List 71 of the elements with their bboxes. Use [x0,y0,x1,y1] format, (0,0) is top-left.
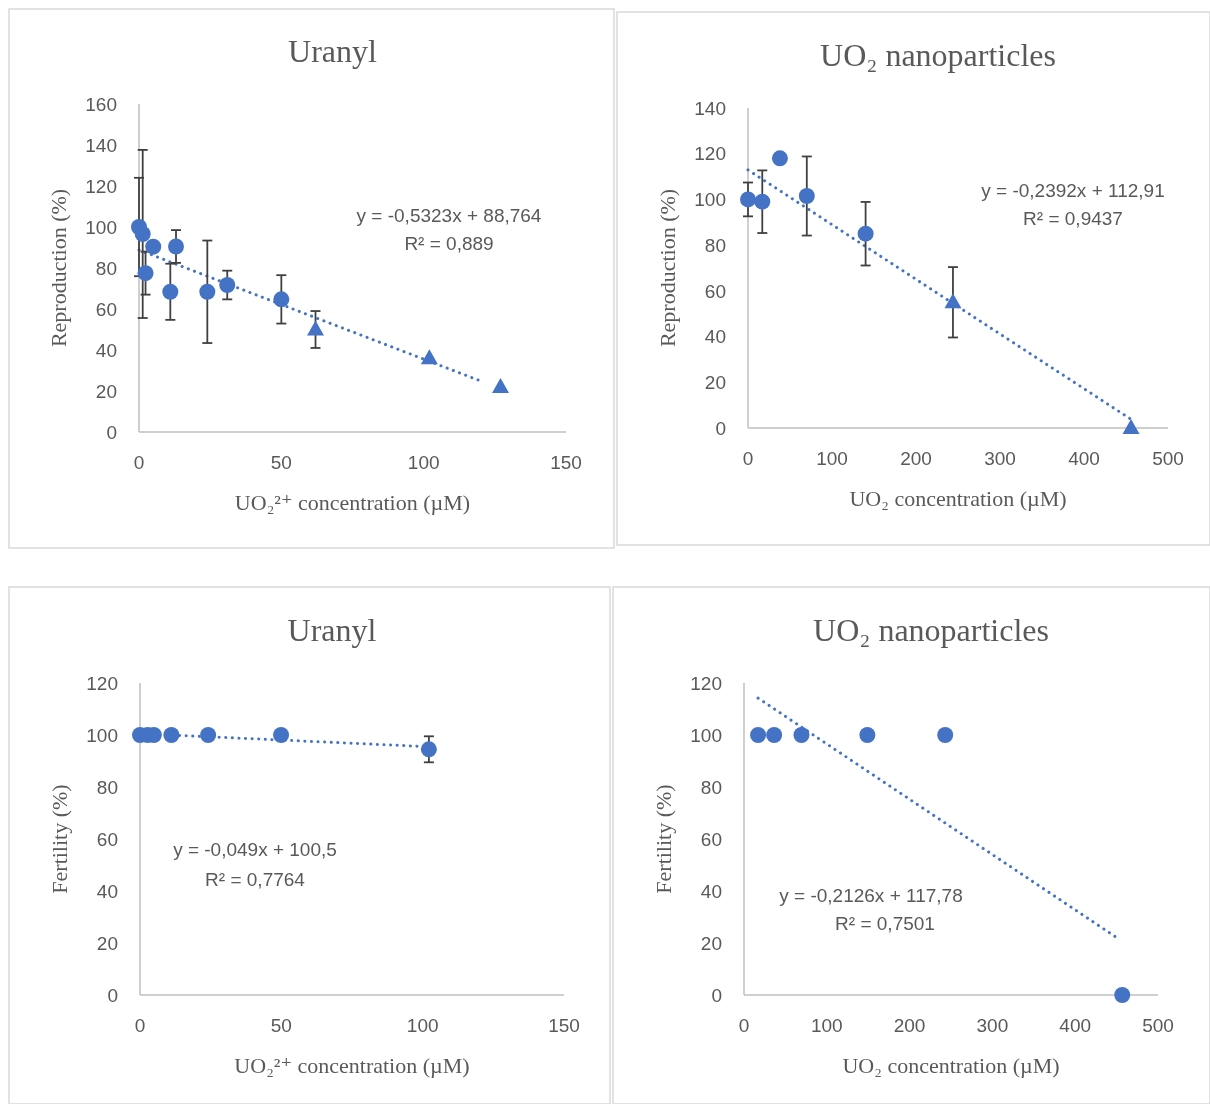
x-tick-label: 400 [1068,448,1100,469]
y-axis-title: Reproduction (%) [655,188,680,348]
y-tick-label: 60 [95,298,117,320]
y-tick-label: 120 [690,672,722,694]
y-tick-label: 80 [95,257,117,279]
y-tick-label: 20 [704,371,726,393]
annotation: y = -0,5323x + 88,764 [356,205,542,226]
y-tick-label: 100 [85,216,117,238]
y-axis-title: Reproduction (%) [46,188,71,348]
y-tick-label: 140 [694,97,726,119]
x-tick-label: 100 [406,1015,439,1036]
y-tick-label: 60 [704,280,726,302]
annotation: y = -0,2392x + 112,91 [981,180,1165,201]
x-tick-label: 500 [1152,448,1184,469]
x-tick-label: 500 [1142,1015,1174,1036]
x-tick-label: 0 [738,1015,750,1036]
x-tick-label: 150 [548,1015,580,1036]
chart-title: UO₂ nanoparticles [820,37,1056,73]
y-tick-label: 160 [85,93,117,115]
y-tick-label: 80 [96,776,118,798]
annotation: y = -0,049x + 100,5 [173,839,337,860]
y-tick-label: 40 [96,880,118,902]
x-axis-title: UO₂²⁺ concentration (µM) [234,490,471,515]
x-tick-label: 50 [270,452,292,473]
annotation: R² = 0,7501 [835,913,935,934]
y-tick-label: 40 [704,326,726,348]
x-tick-label: 100 [816,448,848,469]
y-tick-label: 120 [694,143,726,165]
y-tick-label: 0 [107,984,118,1006]
y-tick-label: 20 [700,932,722,954]
y-tick-label: 0 [106,421,117,443]
y-tick-label: 80 [704,234,726,256]
chart-title: Uranyl [287,612,377,648]
y-tick-label: 60 [96,828,118,850]
y-tick-label: 80 [700,776,722,798]
chart-title: UO₂ nanoparticles [813,612,1049,648]
x-tick-label: 100 [407,452,440,473]
y-tick-label: 100 [86,724,118,746]
x-tick-label: 200 [900,448,932,469]
y-tick-label: 0 [715,417,726,439]
annotation: R² = 0,7764 [205,869,306,890]
x-tick-label: 300 [976,1015,1009,1036]
y-tick-label: 100 [694,189,726,211]
annotation: R² = 0,9437 [1023,208,1123,229]
y-tick-label: 20 [96,932,118,954]
x-tick-label: 150 [550,452,582,473]
x-tick-label: 0 [133,452,145,473]
x-axis-title: UO₂ concentration (µM) [849,486,1067,511]
y-tick-label: 140 [85,134,117,156]
x-tick-label: 0 [742,448,754,469]
chart-title: Uranyl [288,33,378,69]
annotation: R² = 0,889 [404,233,494,254]
y-tick-label: 60 [700,828,722,850]
x-axis-title: UO₂²⁺ concentration (µM) [234,1053,470,1078]
y-axis-title: Fertility (%) [651,784,676,894]
y-tick-label: 20 [95,380,117,402]
y-tick-label: 120 [86,672,118,694]
x-tick-label: 200 [893,1015,926,1036]
y-tick-label: 40 [95,339,117,361]
annotation: y = -0,2126x + 117,78 [779,885,963,906]
x-tick-label: 100 [810,1015,843,1036]
y-tick-label: 100 [690,724,722,746]
y-tick-label: 40 [700,880,722,902]
x-axis-title: UO₂ concentration (µM) [842,1053,1060,1078]
y-tick-label: 0 [711,984,722,1006]
x-tick-label: 50 [270,1015,292,1036]
x-tick-label: 0 [134,1015,146,1036]
x-tick-label: 300 [984,448,1016,469]
x-tick-label: 400 [1059,1015,1092,1036]
y-axis-title: Fertility (%) [47,784,72,894]
y-tick-label: 120 [85,175,117,197]
